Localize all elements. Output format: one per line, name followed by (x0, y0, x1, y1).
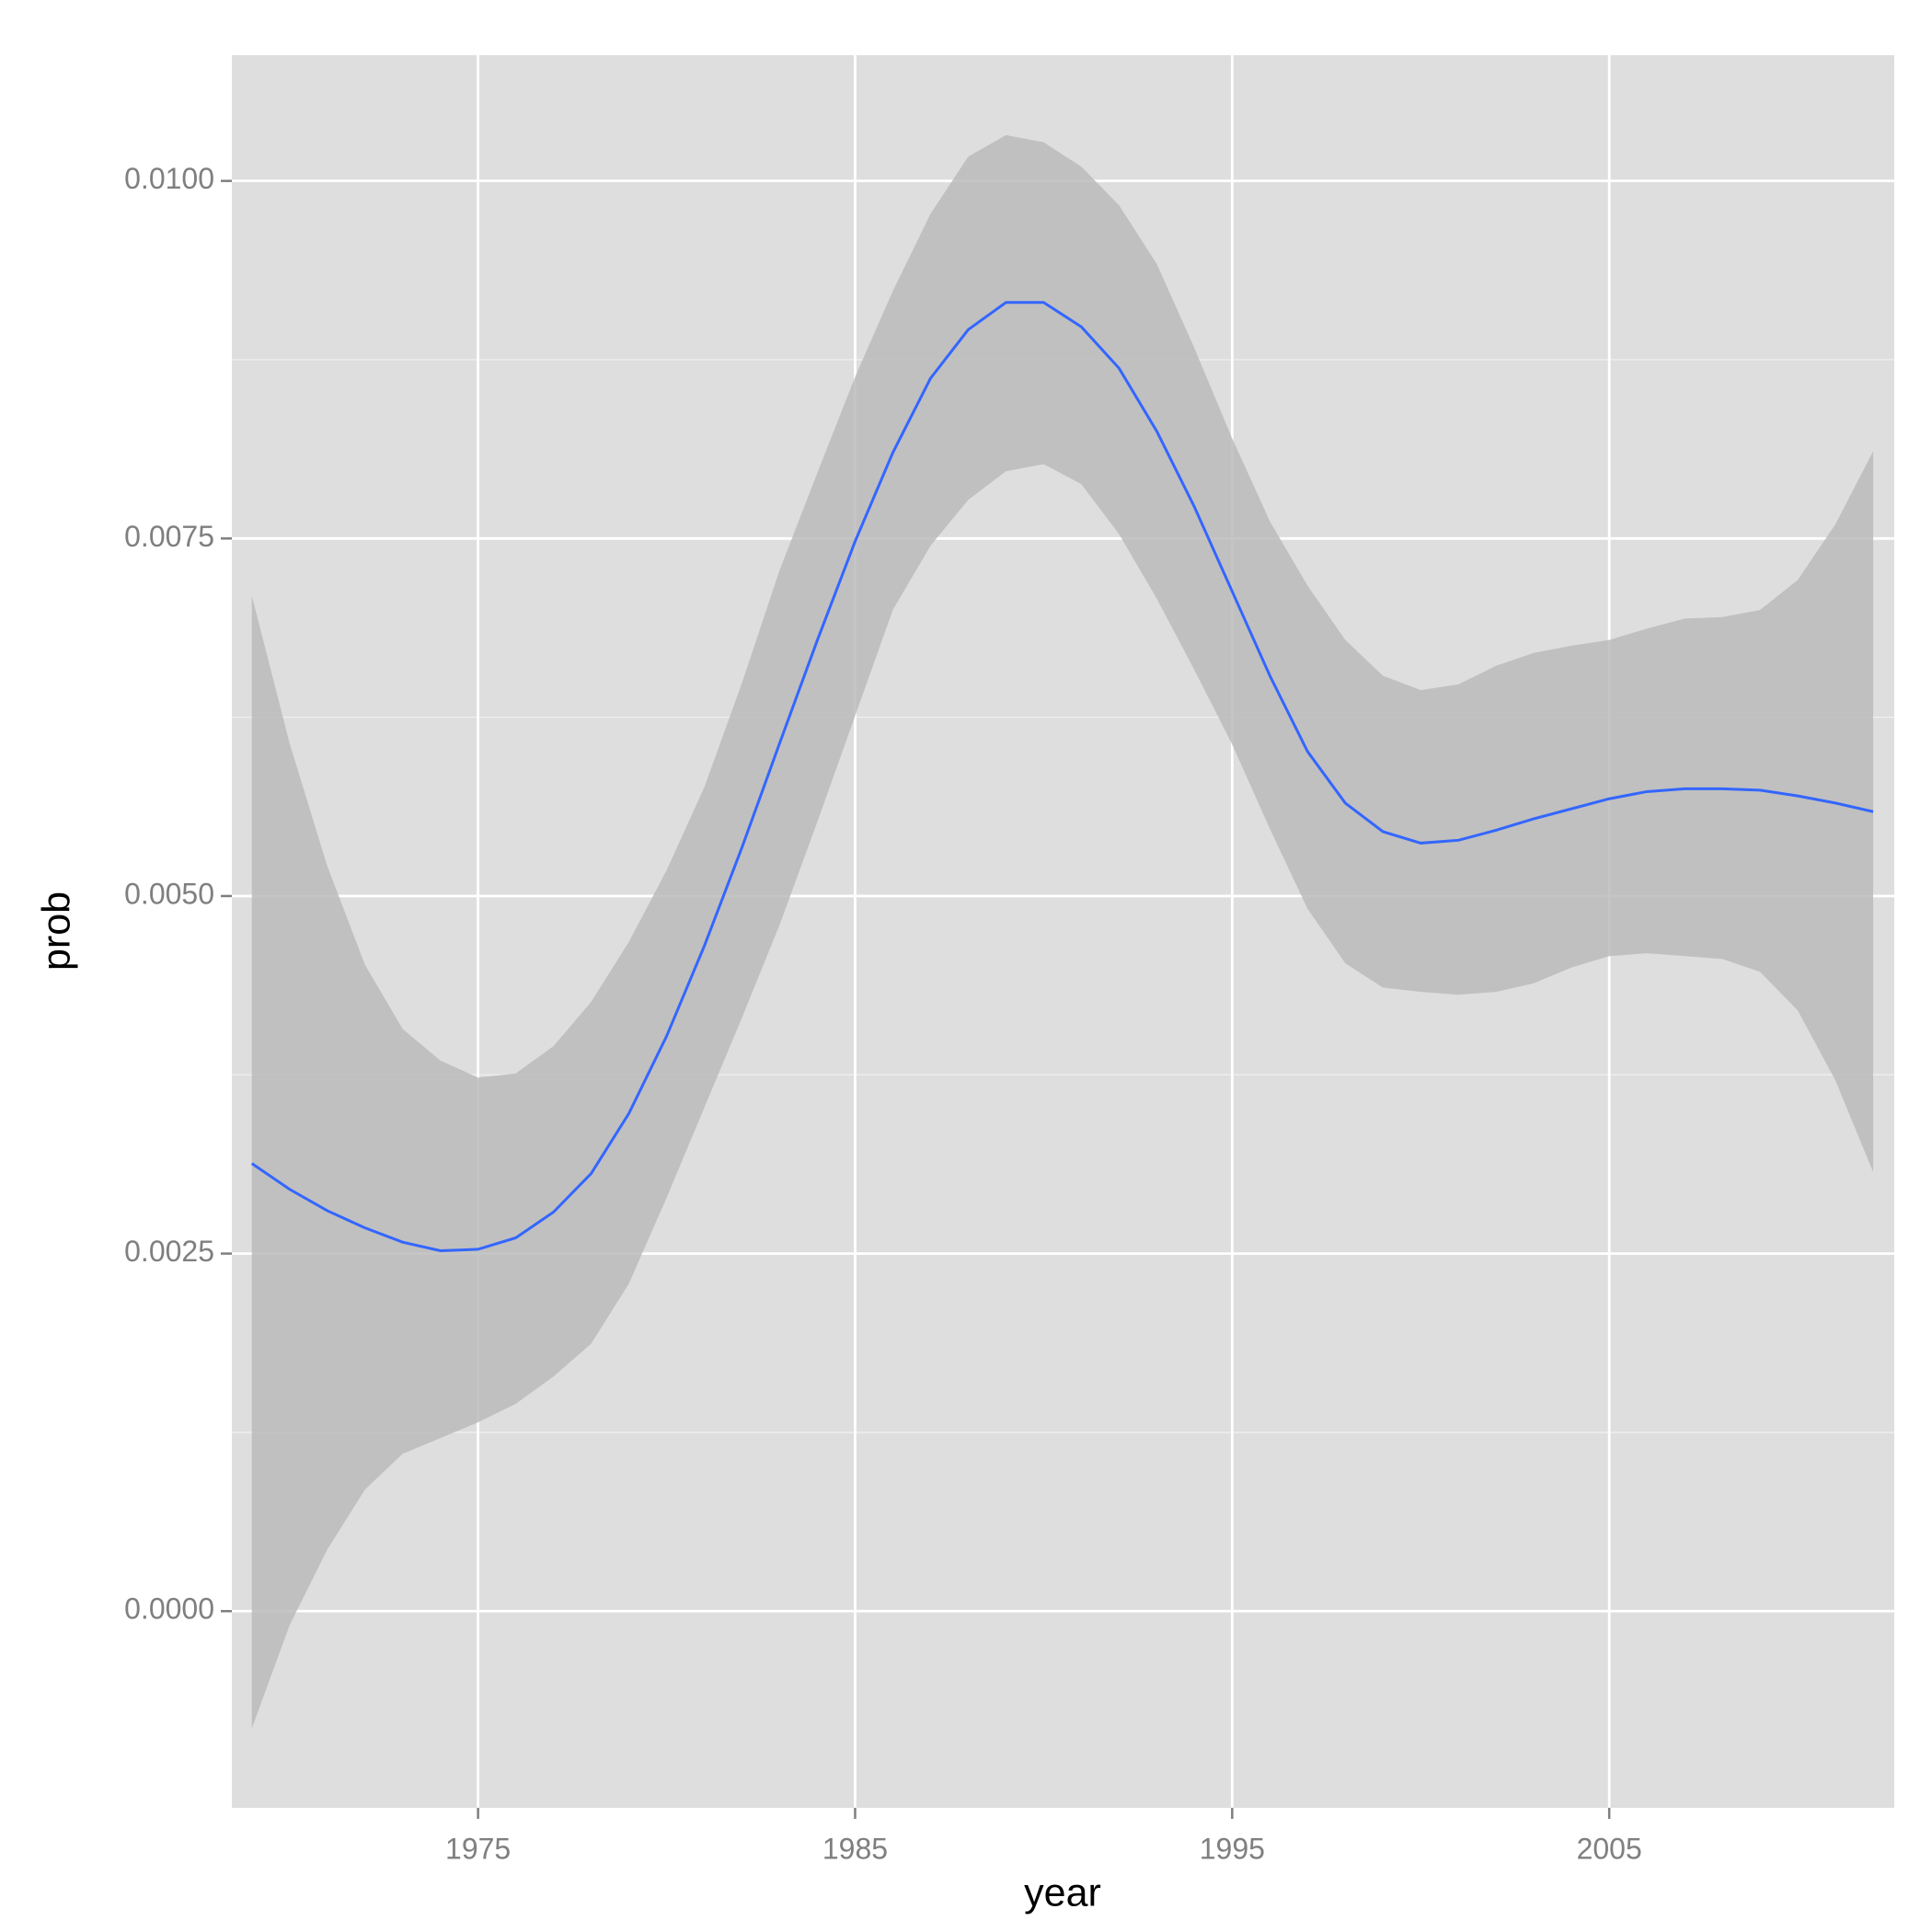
confidence-ribbon (251, 134, 1874, 1729)
y-axis-title: prob (34, 891, 78, 971)
y-tick-label: 0.0000 (124, 1593, 214, 1626)
y-tick-label: 0.0075 (124, 520, 214, 553)
y-tick-label: 0.0100 (124, 162, 214, 195)
y-tick-label: 0.0025 (124, 1235, 214, 1268)
smooth-line (250, 301, 1874, 1252)
x-tick-label: 1975 (445, 1832, 511, 1865)
x-tick-label: 1995 (1200, 1832, 1265, 1865)
y-tick-label: 0.0050 (124, 877, 214, 910)
x-axis-title: year (1024, 1870, 1101, 1915)
x-tick-label: 2005 (1577, 1832, 1642, 1865)
x-tick-label: 1985 (822, 1832, 888, 1865)
